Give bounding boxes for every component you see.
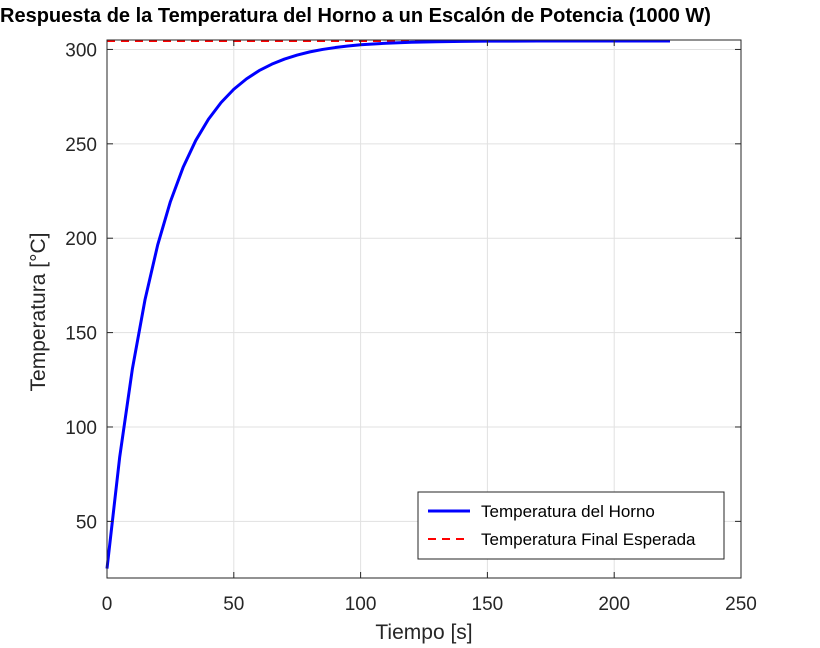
y-tick-label: 100 [65,418,97,439]
y-axis-label: Temperatura [°C] [27,233,50,392]
y-tick-label: 50 [76,512,97,533]
grid-lines [107,40,741,578]
y-tick-label: 300 [65,40,97,61]
x-tick-label: 0 [102,594,113,615]
legend-box [417,491,725,560]
y-tick-label: 200 [65,229,97,250]
y-tick-label: 250 [65,135,97,156]
legend: Temperatura del Horno Temperatura Final … [417,491,725,560]
x-tick-label: 250 [725,594,757,615]
legend-label-oven-temperature: Temperatura del Horno [481,502,655,521]
series-line-oven-temperature [105,39,670,569]
x-tick-label: 50 [223,594,244,615]
axis-ticks [106,40,742,578]
x-axis-label: Tiempo [s] [375,621,472,644]
x-tick-label: 150 [472,594,504,615]
plot-frame [106,39,742,579]
chart-title: Respuesta de la Temperatura del Horno a … [0,5,711,27]
y-tick-label: 150 [65,324,97,345]
legend-label-expected-final-temperature: Temperatura Final Esperada [481,530,696,549]
x-tick-label: 200 [598,594,630,615]
x-tick-label: 100 [345,594,377,615]
series-lines [105,39,670,569]
plot-area [107,40,741,578]
